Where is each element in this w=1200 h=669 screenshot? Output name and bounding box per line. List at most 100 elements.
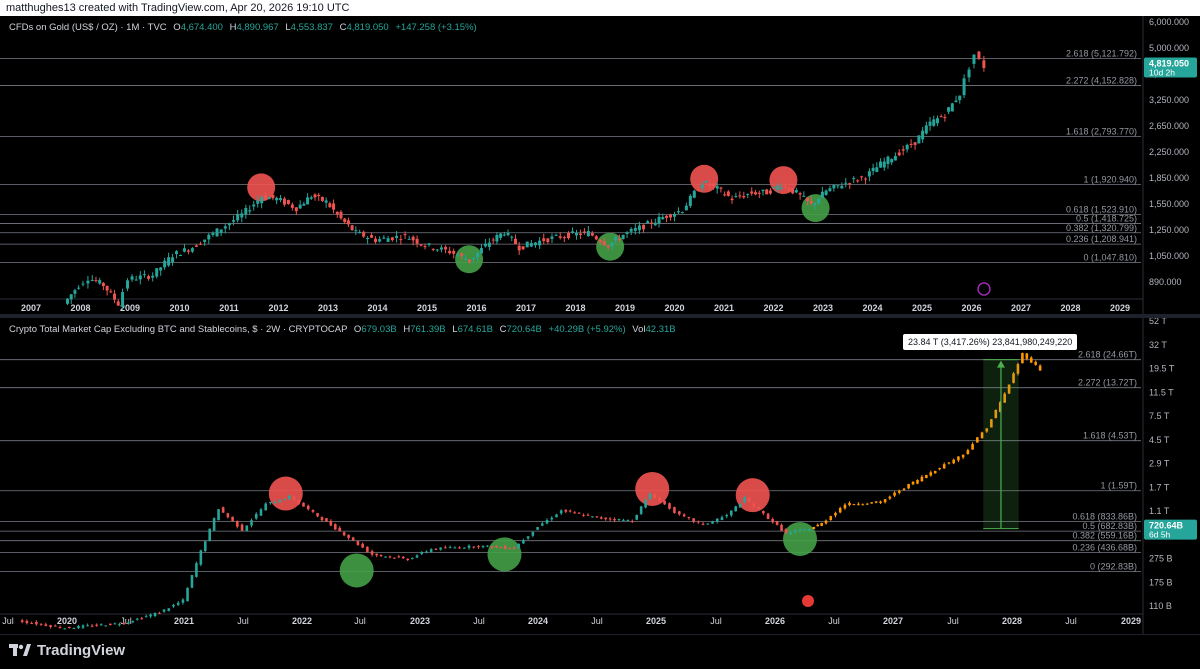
candle-body bbox=[211, 232, 215, 235]
candle-body bbox=[317, 194, 321, 197]
candle-body bbox=[776, 185, 780, 190]
candle-body bbox=[568, 510, 572, 512]
projection-candle bbox=[990, 419, 993, 428]
candle-body bbox=[203, 239, 207, 242]
candle-body bbox=[113, 293, 117, 300]
crypto-chart-panel[interactable]: Crypto Total Market Cap Excluding BTC an… bbox=[0, 318, 1200, 634]
projection-candle bbox=[857, 503, 860, 505]
time-axis-tick: 2020 bbox=[57, 616, 77, 626]
candle-body bbox=[58, 627, 62, 629]
candle-body bbox=[25, 620, 29, 624]
candle-body bbox=[599, 517, 603, 519]
candle-body bbox=[72, 628, 76, 630]
crypto-change: +40.29B (+5.92%) bbox=[548, 324, 626, 335]
candle-body bbox=[791, 188, 795, 194]
candle-body bbox=[260, 197, 264, 204]
candle-body bbox=[939, 116, 943, 118]
candle-body bbox=[178, 254, 182, 256]
projection-candle bbox=[952, 459, 955, 464]
gold-symbol[interactable]: CFDs on Gold (US$ / OZ) · 1M · TVC bbox=[9, 22, 167, 33]
gold-high: 4,890.967 bbox=[236, 22, 279, 33]
candle-body bbox=[335, 211, 339, 215]
candle-body bbox=[574, 232, 578, 236]
candle-body bbox=[921, 130, 925, 140]
candle-body bbox=[591, 516, 594, 518]
candle-body bbox=[747, 498, 751, 503]
gold-chart-panel[interactable]: CFDs on Gold (US$ / OZ) · 1M · TVC O4,67… bbox=[0, 16, 1200, 314]
candle-body bbox=[453, 547, 457, 549]
candle-body bbox=[625, 232, 629, 234]
fib-level-label: 2.272 (13.72T) bbox=[1078, 378, 1137, 388]
time-axis-tick: Jul bbox=[710, 616, 722, 626]
candle-body bbox=[536, 527, 539, 530]
candle-body bbox=[39, 623, 43, 625]
last-price-value: 4,819.050 bbox=[1149, 58, 1189, 68]
candle-body bbox=[286, 200, 290, 204]
candle-body bbox=[407, 238, 411, 240]
candle-body bbox=[250, 520, 253, 526]
candle-body bbox=[503, 546, 507, 549]
candle-body bbox=[784, 529, 788, 533]
candle-body bbox=[467, 545, 471, 548]
projection-candle bbox=[838, 508, 842, 513]
candle-body bbox=[617, 518, 621, 520]
projection-candle bbox=[1007, 384, 1011, 394]
candle-body bbox=[378, 239, 382, 242]
candle-body bbox=[167, 257, 171, 266]
projection-candle bbox=[820, 523, 823, 526]
candle-body bbox=[642, 224, 646, 230]
candle-body bbox=[350, 225, 354, 231]
candle-body bbox=[390, 237, 394, 241]
price-axis-tick: 1,050.000 bbox=[1149, 251, 1189, 261]
candle-body bbox=[653, 222, 657, 226]
candle-body bbox=[86, 625, 89, 627]
projection-candle bbox=[998, 402, 1002, 412]
candle-body bbox=[637, 225, 641, 231]
candle-body bbox=[905, 144, 909, 150]
tradingview-logo[interactable]: TradingView bbox=[9, 642, 125, 659]
footer: TradingView bbox=[0, 634, 1200, 669]
candle-body bbox=[186, 587, 189, 602]
crypto-symbol[interactable]: Crypto Total Market Cap Excluding BTC an… bbox=[9, 324, 348, 335]
candle-body bbox=[444, 547, 447, 549]
candle-body bbox=[167, 608, 171, 611]
candle-body bbox=[212, 518, 216, 531]
candle-body bbox=[783, 186, 787, 188]
candle-body bbox=[780, 524, 783, 531]
time-axis-tick: 2029 bbox=[1110, 303, 1130, 313]
red-highlight-circle bbox=[268, 476, 303, 511]
candle-body bbox=[215, 228, 219, 237]
candle-body bbox=[90, 625, 94, 627]
candle-body bbox=[324, 200, 328, 203]
red-highlight-circle bbox=[247, 173, 276, 202]
candle-body bbox=[648, 493, 652, 500]
tradingview-brand: TradingView bbox=[37, 642, 126, 659]
candle-body bbox=[522, 540, 525, 544]
candle-body bbox=[362, 231, 366, 237]
candle-body bbox=[108, 623, 112, 626]
candle-body bbox=[789, 532, 792, 535]
crypto-chart-canvas[interactable]: 2.618 (24.66T) 2.272 (13.72T) 1.618 (4.53T… bbox=[0, 318, 1200, 634]
projection-candle bbox=[1003, 393, 1006, 403]
candle-body bbox=[332, 203, 336, 210]
gold-chart-canvas[interactable]: 2.618 (5,121.792) 2.272 (4,152.828) 1.618 … bbox=[0, 16, 1200, 314]
pane-divider[interactable] bbox=[0, 314, 1200, 318]
candle-body bbox=[935, 118, 939, 124]
candle-body bbox=[370, 235, 374, 238]
price-axis-tick: 110 B bbox=[1149, 601, 1172, 611]
candle-body bbox=[370, 551, 374, 555]
candle-body bbox=[809, 200, 813, 204]
candle-body bbox=[419, 244, 423, 246]
projection-candle bbox=[865, 503, 869, 505]
candle-body bbox=[708, 183, 712, 186]
candle-body bbox=[734, 196, 738, 198]
candle-body bbox=[720, 517, 724, 521]
candle-body bbox=[711, 183, 715, 186]
candle-body bbox=[715, 518, 719, 522]
candle-body bbox=[571, 231, 575, 233]
candle-body bbox=[577, 512, 581, 514]
fib-level-label: 0.382 (559.16B) bbox=[1072, 531, 1137, 541]
projection-candle bbox=[961, 454, 965, 458]
green-highlight-circle bbox=[487, 537, 522, 572]
projection-candle bbox=[893, 492, 896, 496]
